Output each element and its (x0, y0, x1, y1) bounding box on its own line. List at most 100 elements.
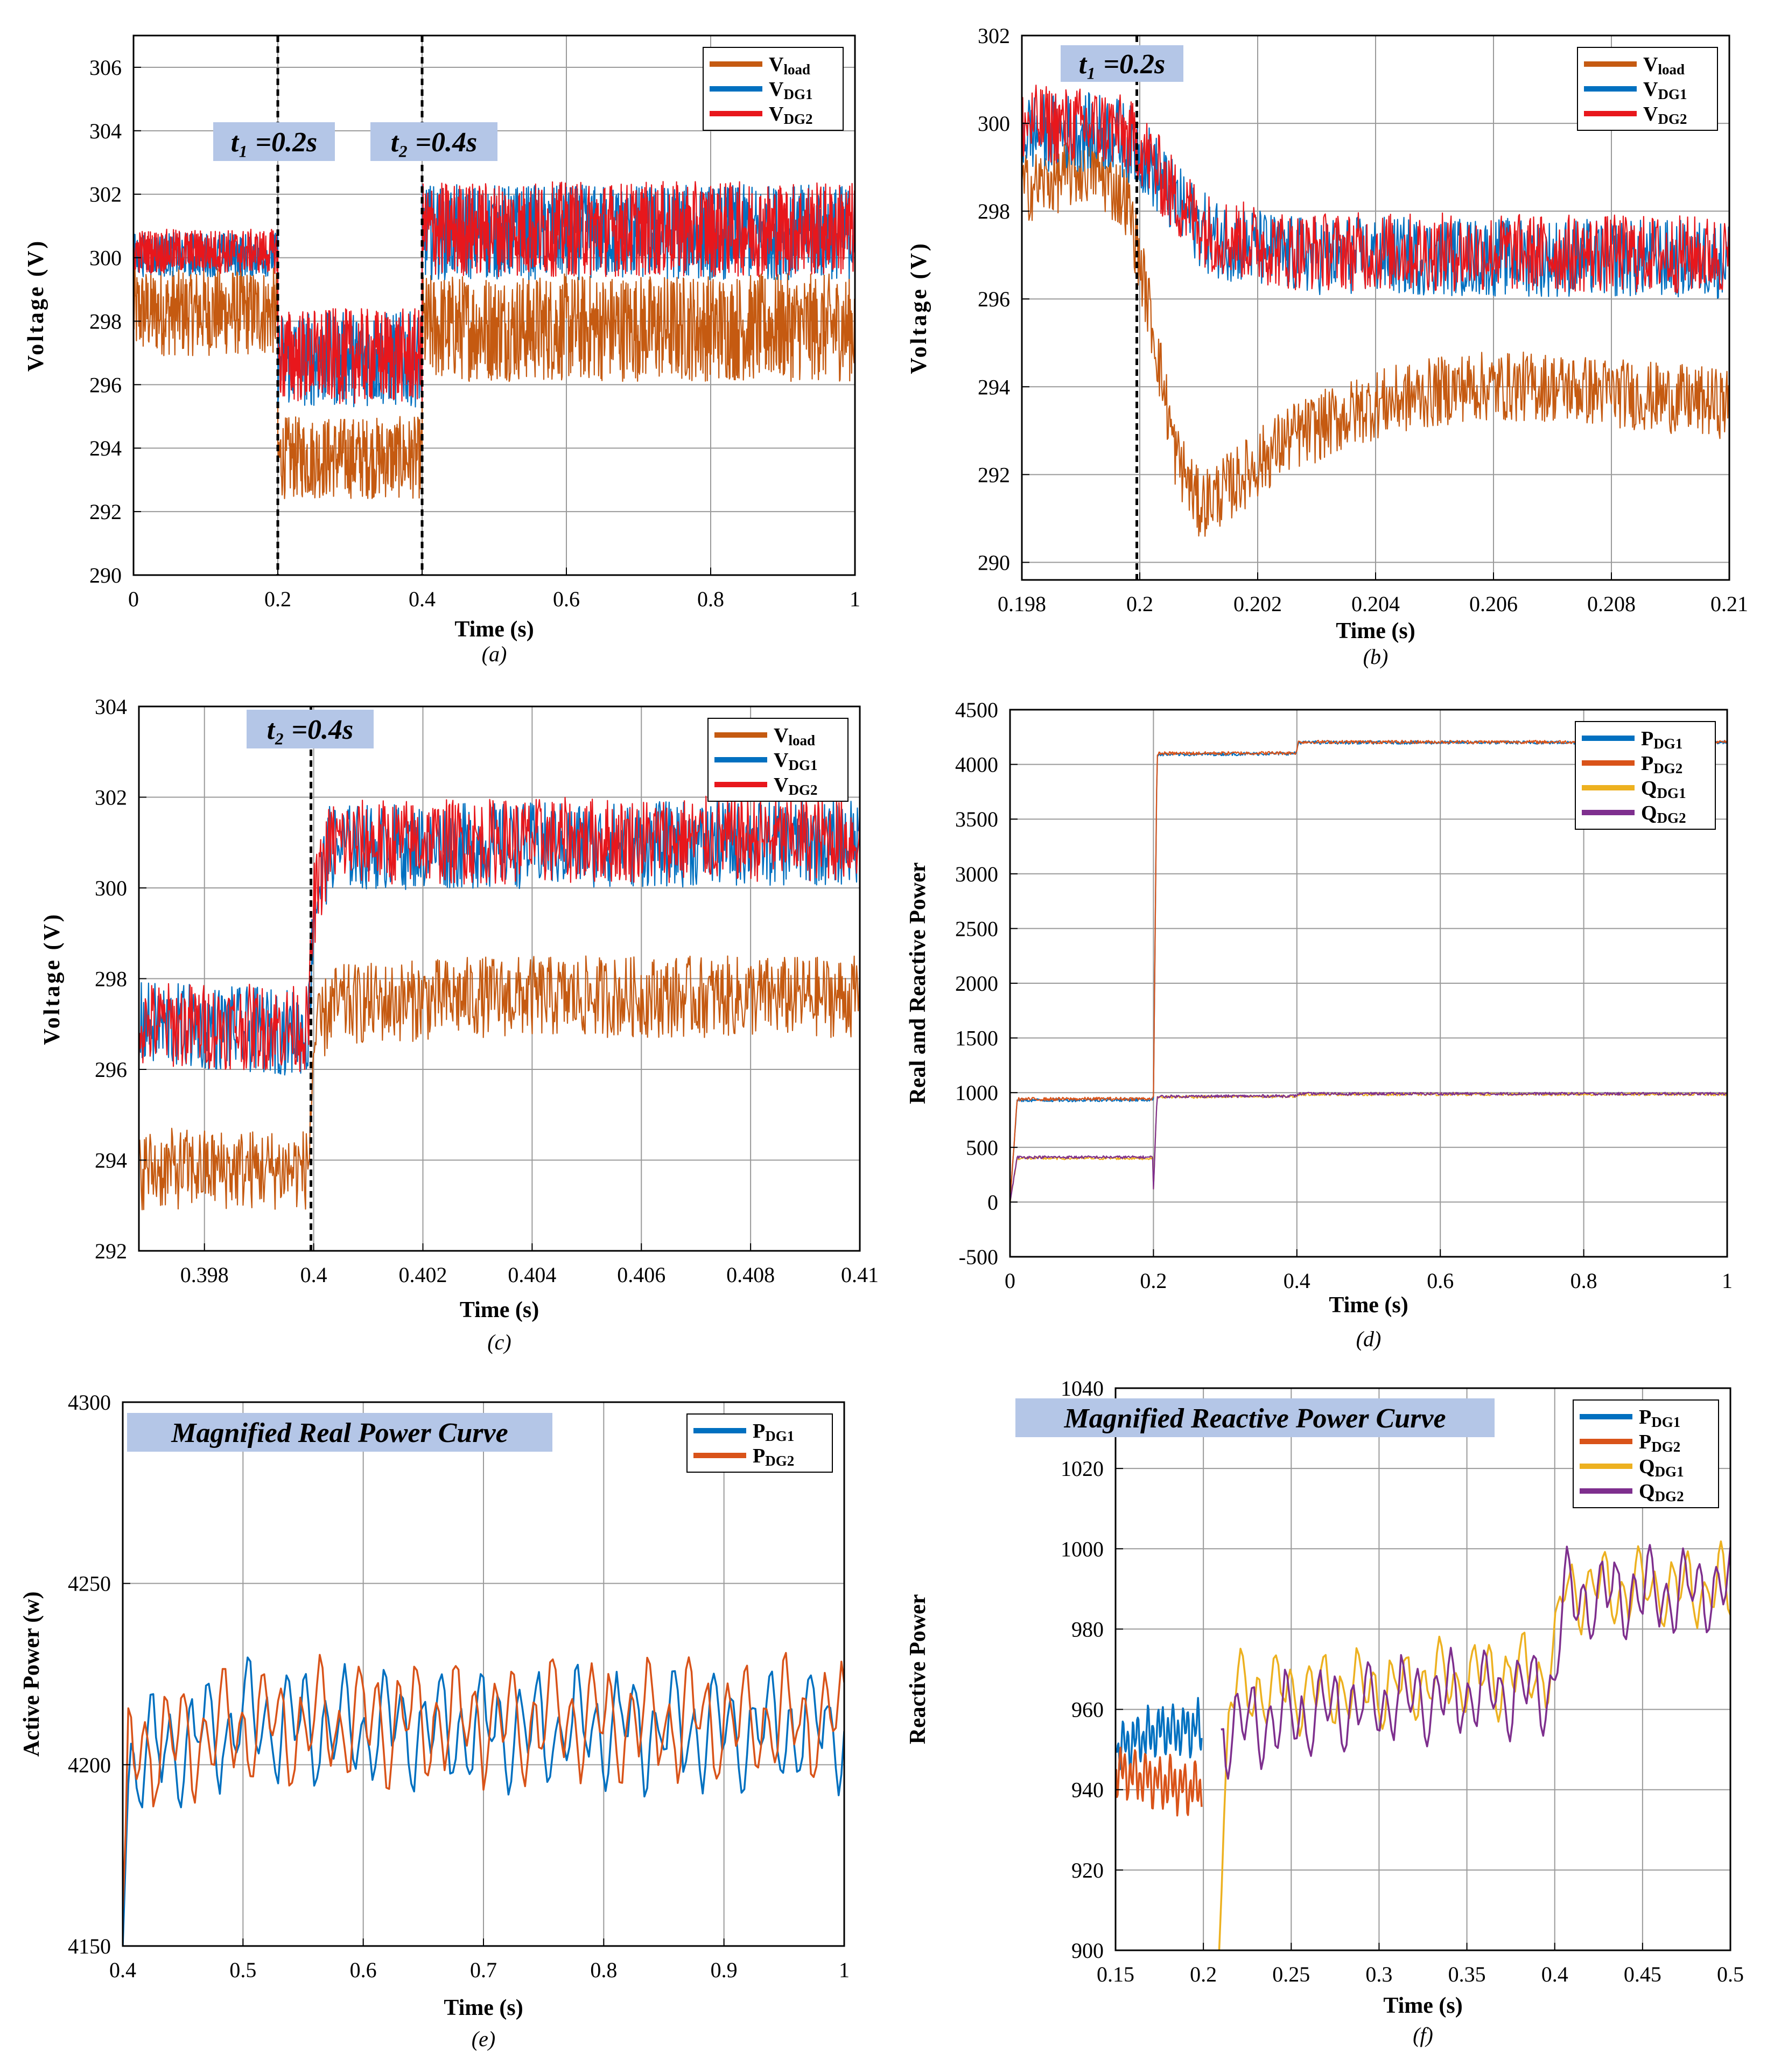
x-tick-label: 1 (839, 1958, 850, 1982)
legend-label-Vload: Vload (769, 53, 810, 78)
y-tick-label: 292 (95, 1239, 127, 1263)
x-tick-label: 0.21 (1710, 592, 1748, 616)
annotation-text: t₁ =0.2s (1079, 49, 1165, 80)
series-line-VDG2 (134, 181, 855, 404)
series-line-Vload (139, 955, 860, 1210)
y-tick-label: 294 (89, 436, 122, 460)
x-axis-label: Time (s) (1329, 1293, 1408, 1318)
chart-caption: (c) (487, 1330, 511, 1354)
x-tick-label: 0.45 (1624, 1962, 1661, 1986)
chart-caption: (e) (472, 2027, 495, 2051)
legend-label-VDG1: VDG1 (774, 749, 817, 773)
y-tick-labels: 900 920 940 960 980 1000 1020 1040 (1061, 1376, 1123, 1963)
chart-b: 0.198 0.2 0.202 0.204 0.206 0.208 0.2129029229… (907, 24, 1748, 669)
x-tick-label: 1 (850, 587, 860, 611)
y-tick-label: 298 (89, 309, 122, 333)
annotation-box (1015, 1398, 1495, 1437)
chart-a: 0 0.2 0.4 0.6 0.8 1 290 292 294 296 298 300 302 304 30… (24, 34, 860, 666)
y-tick-labels: -500 0 500 1000 1500 2000 2500 3000 3500 4000 4500 (955, 698, 1018, 1269)
series-line-PDG1 (123, 1656, 844, 1946)
y-axis-label: Voltage (V) (40, 912, 65, 1045)
x-tick-label: 0.4 (1541, 1962, 1568, 1986)
x-tick-labels: 0 0.2 0.4 0.6 0.8 1 (1005, 1249, 1733, 1293)
x-tick-labels: 0.398 0.4 0.402 0.404 0.406 0.408 0.41 (180, 1243, 879, 1287)
legend-label-VDG1: VDG1 (1643, 78, 1687, 102)
y-tick-label: 304 (89, 119, 122, 143)
y-tick-label: 1000 (955, 1081, 998, 1105)
x-tick-label: 0.6 (350, 1958, 377, 1982)
y-tick-label: 290 (978, 550, 1010, 575)
legend-label-Vload: Vload (774, 724, 815, 748)
series-line-Vload (134, 267, 855, 499)
series-line-VDG2 (1022, 85, 1729, 293)
y-axis-label: Active Power (w) (19, 1591, 44, 1756)
y-tick-label: 290 (89, 563, 122, 587)
y-tick-label: 3500 (955, 807, 998, 831)
x-tick-label: 0.25 (1272, 1962, 1310, 1986)
y-tick-labels: 292 294 296 298 300 302 304 (95, 695, 146, 1263)
x-tick-label: 0.208 (1587, 592, 1636, 616)
legend-label-PDG1: PDG1 (1639, 1406, 1680, 1430)
y-tick-label: 300 (95, 876, 127, 900)
y-tick-label: 292 (978, 463, 1010, 487)
y-tick-label: 4150 (68, 1934, 111, 1958)
x-tick-label: 0.402 (398, 1263, 447, 1287)
x-tick-label: 0.9 (711, 1958, 738, 1982)
x-tick-label: 0.15 (1097, 1962, 1134, 1986)
y-tick-label: 4200 (68, 1753, 111, 1777)
legend-label-PDG2: PDG2 (1641, 752, 1682, 776)
x-tick-labels: 0.198 0.2 0.202 0.204 0.206 0.208 0.21 (998, 572, 1748, 616)
y-tick-label: 1040 (1061, 1376, 1104, 1401)
x-tick-label: 0.398 (180, 1263, 229, 1287)
y-tick-label: 298 (978, 199, 1010, 223)
annotation-text: t₂ =0.4s (267, 715, 353, 745)
annotation-box (370, 122, 497, 161)
annotation-box (247, 710, 374, 748)
series-line-VDG1 (1022, 92, 1729, 299)
event-annotation: t₁ =0.2s (213, 122, 335, 161)
series-group (1022, 85, 1729, 537)
x-tick-label: 0.4 (1284, 1269, 1310, 1293)
legend-label-VDG1: VDG1 (769, 78, 812, 102)
series-line-Vload (1022, 136, 1729, 537)
x-tick-label: 0.404 (508, 1263, 556, 1287)
x-tick-label: 0.6 (553, 587, 580, 611)
annotation-box (127, 1413, 552, 1452)
y-tick-label: 304 (95, 695, 127, 719)
event-annotation: t₁ =0.2s (1061, 45, 1183, 82)
y-tick-label: 2500 (955, 916, 998, 941)
legend-label-Vload: Vload (1643, 53, 1685, 78)
x-tick-label: 0 (128, 587, 139, 611)
y-axis-label: Real and Reactive Power (906, 862, 930, 1104)
y-tick-label: 3000 (955, 862, 998, 886)
x-tick-label: 0.408 (726, 1263, 775, 1287)
x-tick-label: 0.202 (1233, 592, 1282, 616)
x-tick-label: 0.41 (841, 1263, 879, 1287)
event-annotation: t₂ =0.4s (370, 122, 497, 161)
x-axis-label: Time (s) (1336, 619, 1415, 643)
event-annotation: t₂ =0.4s (247, 710, 374, 748)
series-group (1116, 1540, 1730, 1950)
y-tick-label: 294 (978, 375, 1010, 399)
annotation-text: Magnified Reactive Power Curve (1063, 1403, 1446, 1434)
y-tick-label: 296 (95, 1058, 127, 1082)
x-tick-label: 0.5 (1717, 1962, 1744, 1986)
legend-label-VDG2: VDG2 (1643, 103, 1687, 127)
y-tick-label: 4250 (68, 1572, 111, 1596)
y-tick-label: 1000 (1061, 1537, 1104, 1561)
annotation-text: Magnified Real Power Curve (171, 1418, 508, 1448)
series-line-PDG2 (123, 1651, 844, 1910)
x-tick-label: 0.8 (697, 587, 724, 611)
legend-label-PDG1: PDG1 (1641, 727, 1682, 752)
x-tick-label: 0.198 (998, 592, 1046, 616)
series-line-PDG2 (1116, 1746, 1203, 1817)
x-tick-label: 0.7 (470, 1958, 497, 1982)
y-tick-label: 940 (1071, 1778, 1104, 1802)
x-tick-label: 0.5 (229, 1958, 256, 1982)
legend-box (686, 1413, 833, 1473)
y-tick-label: 294 (95, 1149, 127, 1173)
x-tick-label: 0.4 (109, 1958, 136, 1982)
